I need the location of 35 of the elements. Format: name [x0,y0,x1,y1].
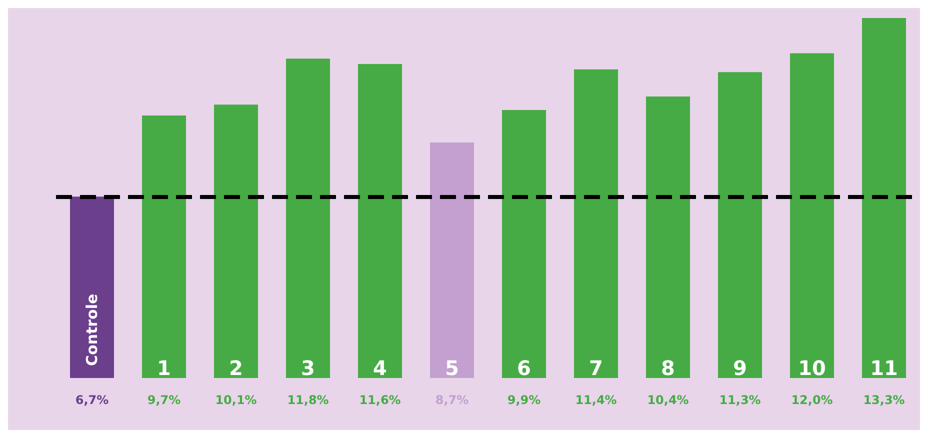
x-tick-label: 10 [798,356,826,380]
x-tick-label: 8 [661,356,675,380]
bar [646,96,690,378]
bar [502,110,546,378]
x-tick-label: 11 [870,356,898,380]
bar [574,69,618,378]
x-tick-label: 3 [301,356,315,380]
data-label: 10,4% [647,393,689,407]
x-tick-label: 5 [445,356,459,380]
bar [790,53,834,378]
data-label: 11,6% [359,393,401,407]
data-label: 11,3% [719,393,761,407]
bar [718,72,762,378]
data-label: 6,7% [75,393,109,407]
x-tick-label: 6 [517,356,531,380]
bar [430,142,474,378]
bar [70,196,114,378]
bar [142,115,186,378]
x-tick-label: Controle [83,294,101,366]
x-tick-label: 1 [157,356,171,380]
data-label: 12,0% [791,393,833,407]
x-tick-label: 2 [229,356,243,380]
x-tick-label: 4 [373,356,387,380]
bar [862,18,906,378]
data-label: 11,8% [287,393,329,407]
x-tick-label: 9 [733,356,747,380]
data-label: 13,3% [863,393,905,407]
bar [214,104,258,378]
data-label: 11,4% [575,393,617,407]
x-tick-label: 7 [589,356,603,380]
bar [358,64,402,378]
data-label: 10,1% [215,393,257,407]
data-label: 9,9% [507,393,541,407]
bar [286,58,330,378]
data-label: 9,7% [147,393,181,407]
